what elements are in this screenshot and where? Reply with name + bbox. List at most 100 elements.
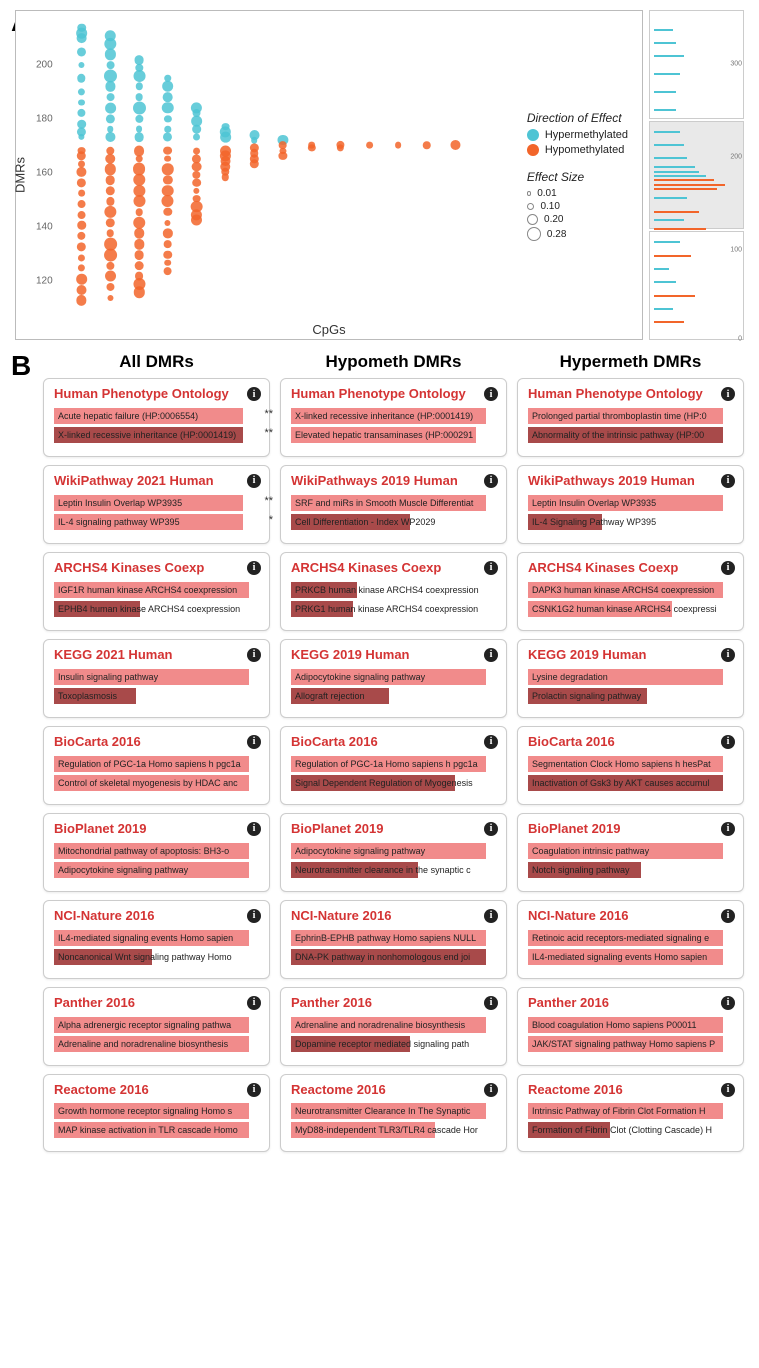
info-icon[interactable]: i [484,474,498,488]
card-title: KEGG 2021 Human [54,648,259,663]
size-dot [527,203,535,211]
data-point [308,144,315,151]
term-label: Segmentation Clock Homo sapiens h hesPat [532,756,733,772]
card-title: ARCHS4 Kinases Coexp [291,561,496,576]
data-point [78,190,85,197]
info-icon[interactable]: i [721,648,735,662]
term-row: Adrenaline and noradrenaline biosynthesi… [54,1036,259,1052]
card-title: Human Phenotype Ontology [291,387,496,402]
term-row: PRKG1 human kinase ARCHS4 coexpression [291,601,496,617]
mini-bar [654,91,676,93]
card-title: Panther 2016 [528,996,733,1011]
info-icon[interactable]: i [721,909,735,923]
info-icon[interactable]: i [247,648,261,662]
data-point [77,151,86,160]
data-point [163,92,173,102]
info-icon[interactable]: i [721,822,735,836]
info-icon[interactable]: i [721,1083,735,1097]
term-label: X-linked recessive inheritance (HP:00014… [58,427,259,443]
card-title: Panther 2016 [291,996,496,1011]
significance-marker: ** [264,408,273,420]
size-value: 0.10 [540,201,559,212]
info-icon[interactable]: i [484,996,498,1010]
mini-chart-top: 300 [649,10,744,119]
info-icon[interactable]: i [247,561,261,575]
y-axis-label: DMRs [13,157,28,193]
term-label: Cell Differentiation - Index WP2029 [295,514,496,530]
info-icon[interactable]: i [484,387,498,401]
data-point [135,155,143,163]
data-point [134,55,144,65]
data-point [163,81,174,92]
term-row: Cell Differentiation - Index WP2029 [291,514,496,530]
info-icon[interactable]: i [484,735,498,749]
data-point [193,147,200,154]
term-label: Regulation of PGC-1a Homo sapiens h pgc1… [58,756,259,772]
enrichment-card: BioCarta 2016iRegulation of PGC-1a Homo … [280,726,507,805]
card-title: Reactome 2016 [291,1083,496,1098]
data-point [107,230,115,238]
info-icon[interactable]: i [247,996,261,1010]
mini-bar [654,73,680,75]
info-icon[interactable]: i [721,735,735,749]
info-icon[interactable]: i [721,996,735,1010]
info-icon[interactable]: i [247,735,261,749]
data-point [77,178,86,187]
data-point [105,102,116,113]
data-point [134,228,145,239]
info-icon[interactable]: i [247,387,261,401]
data-point [193,188,199,194]
term-row: DNA-PK pathway in nonhomologous end joi [291,949,496,965]
term-row: Neurotransmitter Clearance In The Synapt… [291,1103,496,1119]
mini-bar [654,179,714,181]
enrichment-card: BioCarta 2016iRegulation of PGC-1a Homo … [43,726,270,805]
data-point [191,116,202,127]
card-title: ARCHS4 Kinases Coexp [54,561,259,576]
mini-ytick: 100 [730,247,742,254]
term-row: IL4-mediated signaling events Homo sapie… [528,949,733,965]
info-icon[interactable]: i [247,909,261,923]
term-row: Lysine degradation [528,669,733,685]
term-label: Signal Dependent Regulation of Myogenesi… [295,775,496,791]
term-row: JAK/STAT signaling pathway Homo sapiens … [528,1036,733,1052]
legend-hypo: Hypomethylated [527,144,628,156]
data-point [163,229,172,238]
term-row: Control of skeletal myogenesis by HDAC a… [54,775,259,791]
data-point [105,81,115,91]
enrichment-card: WikiPathway 2021 HumaniLeptin Insulin Ov… [43,465,270,544]
info-icon[interactable]: i [721,387,735,401]
mini-bar [654,241,680,243]
term-label: Prolonged partial thromboplastin time (H… [532,408,733,424]
term-row: Leptin Insulin Overlap WP3935** [54,495,259,511]
data-point [78,62,84,68]
term-row: Adipocytokine signaling pathway [54,862,259,878]
info-icon[interactable]: i [484,561,498,575]
data-point [163,146,172,155]
term-label: Neurotransmitter Clearance In The Synapt… [295,1103,496,1119]
term-label: MyD88-independent TLR3/TLR4 cascade Hor [295,1122,496,1138]
enrichment-card: BioPlanet 2019iCoagulation intrinsic pat… [517,813,744,892]
enrichment-card: KEGG 2021 HumaniInsulin signaling pathwa… [43,639,270,718]
term-label: Notch signaling pathway [532,862,733,878]
enrichment-card: Panther 2016iAlpha adrenergic receptor s… [43,987,270,1066]
info-icon[interactable]: i [484,1083,498,1097]
info-icon[interactable]: i [484,909,498,923]
info-icon[interactable]: i [484,648,498,662]
info-icon[interactable]: i [484,822,498,836]
mini-bar [654,255,691,257]
term-label: SRF and miRs in Smooth Muscle Differenti… [295,495,496,511]
info-icon[interactable]: i [247,822,261,836]
data-point [222,174,229,181]
mini-bar [654,42,676,44]
data-point [106,186,115,195]
info-icon[interactable]: i [247,474,261,488]
data-point [78,88,85,95]
info-icon[interactable]: i [721,561,735,575]
enrichment-card: NCI-Nature 2016iEphrinB-EPHB pathway Hom… [280,900,507,979]
data-point [165,220,171,226]
info-icon[interactable]: i [247,1083,261,1097]
data-point [164,240,172,248]
info-icon[interactable]: i [721,474,735,488]
hyper-swatch [527,129,539,141]
term-row: Formation of Fibrin Clot (Clotting Casca… [528,1122,733,1138]
